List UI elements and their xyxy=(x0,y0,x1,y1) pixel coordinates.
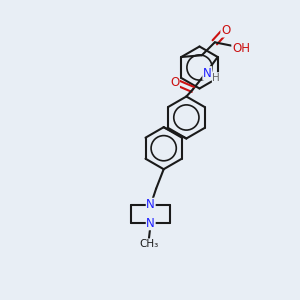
Text: N: N xyxy=(203,67,212,80)
Text: CH₃: CH₃ xyxy=(139,239,158,249)
Text: O: O xyxy=(221,24,230,37)
Text: O: O xyxy=(170,76,179,89)
Text: N: N xyxy=(146,217,155,230)
Text: OH: OH xyxy=(232,42,250,55)
Text: H: H xyxy=(212,73,220,83)
Text: N: N xyxy=(146,198,155,211)
